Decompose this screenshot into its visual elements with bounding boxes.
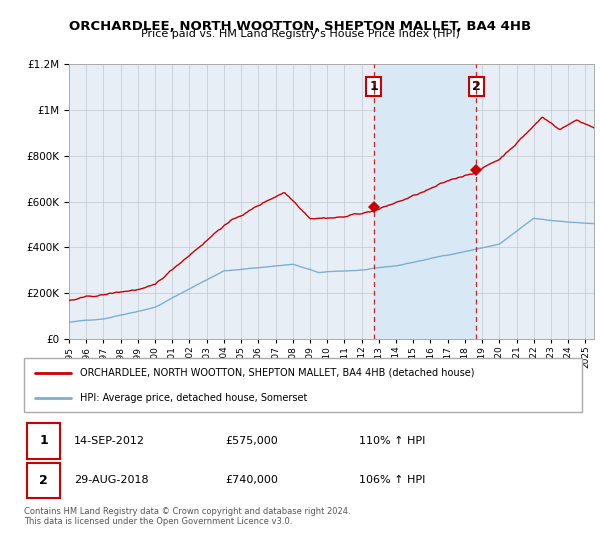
Text: 106% ↑ HPI: 106% ↑ HPI (359, 475, 425, 485)
Text: £740,000: £740,000 (225, 475, 278, 485)
FancyBboxPatch shape (27, 463, 60, 498)
Text: ORCHARDLEE, NORTH WOOTTON, SHEPTON MALLET, BA4 4HB: ORCHARDLEE, NORTH WOOTTON, SHEPTON MALLE… (69, 20, 531, 32)
Text: 1: 1 (370, 80, 378, 93)
Bar (374, 64, 476, 339)
Text: 2: 2 (39, 474, 48, 487)
Text: ORCHARDLEE, NORTH WOOTTON, SHEPTON MALLET, BA4 4HB (detached house): ORCHARDLEE, NORTH WOOTTON, SHEPTON MALLE… (80, 368, 475, 378)
Text: 1: 1 (39, 435, 48, 447)
Text: Contains HM Land Registry data © Crown copyright and database right 2024.
This d: Contains HM Land Registry data © Crown c… (24, 507, 350, 526)
Text: HPI: Average price, detached house, Somerset: HPI: Average price, detached house, Some… (80, 393, 307, 403)
Text: 110% ↑ HPI: 110% ↑ HPI (359, 436, 425, 446)
Text: Price paid vs. HM Land Registry's House Price Index (HPI): Price paid vs. HM Land Registry's House … (140, 29, 460, 39)
FancyBboxPatch shape (24, 358, 582, 412)
Text: 14-SEP-2012: 14-SEP-2012 (74, 436, 145, 446)
FancyBboxPatch shape (27, 423, 60, 459)
Text: £575,000: £575,000 (225, 436, 278, 446)
Text: 2: 2 (472, 80, 481, 93)
Text: 29-AUG-2018: 29-AUG-2018 (74, 475, 149, 485)
